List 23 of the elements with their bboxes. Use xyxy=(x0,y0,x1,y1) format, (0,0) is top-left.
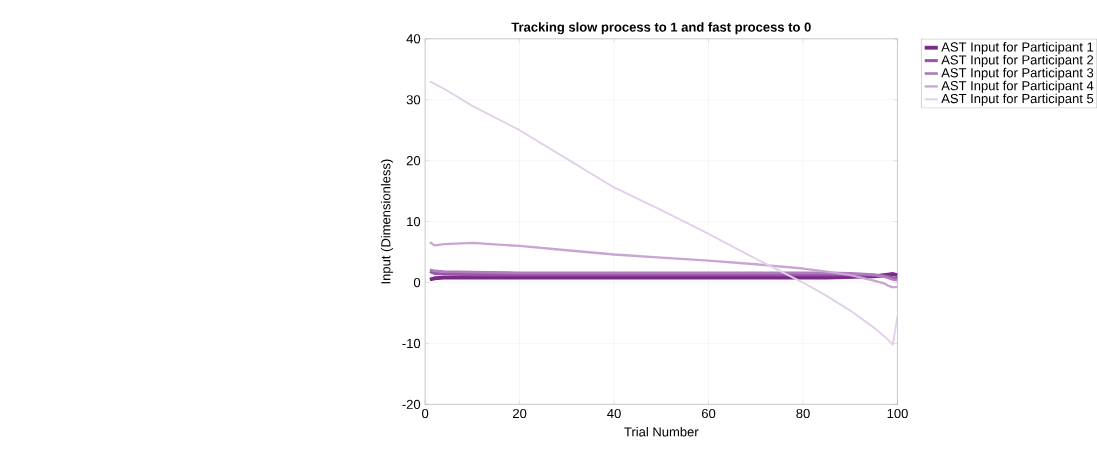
legend-label: AST Input for Participant 4 xyxy=(941,80,1094,93)
y-tick-label: 40 xyxy=(406,34,421,44)
x-tick-label: 60 xyxy=(701,408,716,419)
legend-label: AST Input for Participant 2 xyxy=(941,54,1094,67)
line-series xyxy=(428,80,898,346)
x-tick-label: 80 xyxy=(796,408,810,419)
y-tick-label: 30 xyxy=(406,95,421,105)
line-series xyxy=(428,241,898,289)
y-axis-title: Input (Dimensionless) xyxy=(380,159,394,284)
x-tick-label: 100 xyxy=(887,408,908,419)
y-tick-label: 0 xyxy=(413,277,421,288)
x-tick-label: 0 xyxy=(422,408,429,419)
x-tick-label: 20 xyxy=(513,408,527,419)
y-tick-label: 20 xyxy=(406,156,421,166)
legend-label: AST Input for Participant 5 xyxy=(941,93,1094,106)
y-tick-label: -10 xyxy=(402,338,421,349)
y-tick-label: 10 xyxy=(407,216,421,227)
y-tick-label: -20 xyxy=(402,399,421,409)
x-axis-title: Trial Number xyxy=(624,426,699,437)
x-tick-label: 40 xyxy=(607,408,621,419)
chart-title: Tracking slow process to 1 and fast process to 0 xyxy=(511,22,811,35)
legend-label: AST Input for Participant 1 xyxy=(941,41,1094,55)
legend-label: AST Input for Participant 3 xyxy=(941,67,1094,80)
